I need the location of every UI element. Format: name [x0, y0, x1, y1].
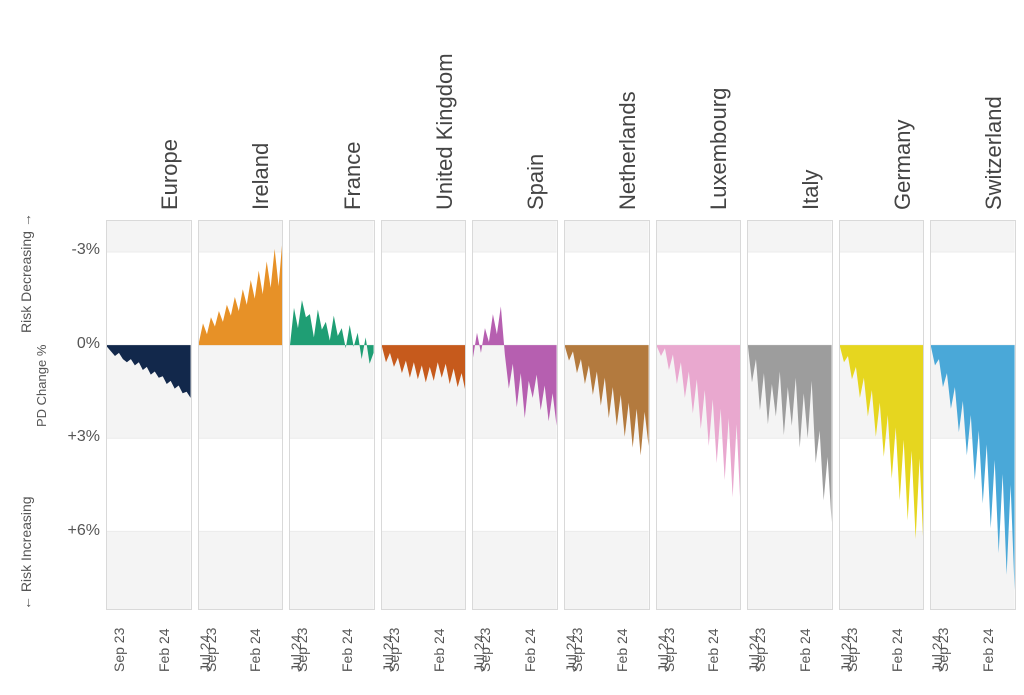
y-axis-annotations: Risk Decreasing → PD Change % ← Risk Inc… — [8, 0, 48, 695]
x-tick-label: Feb 24 — [156, 628, 172, 672]
panel-italy: ItalySep 23Feb 24Jul 24 — [747, 0, 833, 695]
y-tick-label: 0% — [50, 335, 100, 353]
panel-spain: SpainSep 23Feb 24Jul 24 — [472, 0, 558, 695]
panel-netherlands: NetherlandsSep 23Feb 24Jul 24 — [564, 0, 650, 695]
panel-title: Europe — [157, 139, 183, 210]
area-series — [840, 345, 924, 550]
panel-title: Italy — [798, 170, 824, 210]
plot-area — [747, 220, 833, 610]
x-tick-label: Sep 23 — [569, 628, 585, 672]
panel-title: Luxembourg — [706, 88, 732, 210]
x-tick-labels: Sep 23Feb 24Jul 24 — [289, 614, 375, 684]
x-tick-label: Feb 24 — [522, 628, 538, 672]
x-tick-label: Feb 24 — [705, 628, 721, 672]
x-tick-label: Feb 24 — [614, 628, 630, 672]
panel-germany: GermanySep 23Feb 24Jul 24 — [839, 0, 925, 695]
panel-europe: EuropeSep 23Feb 24Jul 24 — [106, 0, 192, 695]
x-tick-label: Feb 24 — [889, 628, 905, 672]
plot-area — [930, 220, 1016, 610]
panels-row: EuropeSep 23Feb 24Jul 24IrelandSep 23Feb… — [106, 0, 1016, 695]
plot-area — [289, 220, 375, 610]
panel-switzerland: SwitzerlandSep 23Feb 24Jul 24 — [930, 0, 1016, 695]
panel-united-kingdom: United KingdomSep 23Feb 24Jul 24 — [381, 0, 467, 695]
x-tick-labels: Sep 23Feb 24Jul 24 — [472, 614, 558, 684]
x-tick-labels: Sep 23Feb 24Jul 24 — [198, 614, 284, 684]
x-tick-labels: Sep 23Feb 24Jul 24 — [930, 614, 1016, 684]
x-tick-labels: Sep 23Feb 24Jul 24 — [106, 614, 192, 684]
y-label-pd-change: PD Change % — [34, 344, 49, 426]
panel-title: Spain — [523, 154, 549, 210]
plot-area — [839, 220, 925, 610]
x-tick-label: Feb 24 — [247, 628, 263, 672]
x-tick-label: Sep 23 — [935, 628, 951, 672]
x-tick-label: Sep 23 — [386, 628, 402, 672]
plot-area — [656, 220, 742, 610]
x-tick-label: Sep 23 — [661, 628, 677, 672]
pd-change-small-multiples: Risk Decreasing → PD Change % ← Risk Inc… — [0, 0, 1024, 695]
x-tick-labels: Sep 23Feb 24Jul 24 — [381, 614, 467, 684]
panel-title: Switzerland — [981, 96, 1007, 210]
y-label-risk-increasing: ← Risk Increasing — [18, 496, 34, 610]
y-tick-label: +3% — [50, 428, 100, 446]
x-tick-label: Feb 24 — [980, 628, 996, 672]
panel-france: FranceSep 23Feb 24Jul 24 — [289, 0, 375, 695]
x-tick-label: Sep 23 — [752, 628, 768, 672]
x-tick-label: Feb 24 — [797, 628, 813, 672]
panel-title: France — [340, 142, 366, 210]
y-tick-label: +6% — [50, 522, 100, 540]
x-tick-label: Sep 23 — [294, 628, 310, 672]
x-tick-labels: Sep 23Feb 24Jul 24 — [839, 614, 925, 684]
x-tick-labels: Sep 23Feb 24Jul 24 — [656, 614, 742, 684]
x-tick-label: Feb 24 — [431, 628, 447, 672]
x-tick-label: Sep 23 — [203, 628, 219, 672]
plot-area — [106, 220, 192, 610]
y-label-risk-decreasing: Risk Decreasing → — [18, 213, 34, 333]
plot-area — [472, 220, 558, 610]
x-tick-label: Sep 23 — [844, 628, 860, 672]
x-tick-labels: Sep 23Feb 24Jul 24 — [564, 614, 650, 684]
plot-area — [564, 220, 650, 610]
x-tick-label: Feb 24 — [339, 628, 355, 672]
x-tick-label: Sep 23 — [111, 628, 127, 672]
panel-ireland: IrelandSep 23Feb 24Jul 24 — [198, 0, 284, 695]
y-tick-label: -3% — [50, 241, 100, 259]
panel-title: United Kingdom — [432, 53, 458, 210]
panel-title: Ireland — [248, 143, 274, 210]
x-tick-label: Sep 23 — [477, 628, 493, 672]
plot-area — [198, 220, 284, 610]
area-series — [199, 238, 283, 345]
plot-area — [381, 220, 467, 610]
panel-luxembourg: LuxembourgSep 23Feb 24Jul 24 — [656, 0, 742, 695]
panel-title: Germany — [890, 120, 916, 210]
x-tick-labels: Sep 23Feb 24Jul 24 — [747, 614, 833, 684]
panel-title: Netherlands — [615, 91, 641, 210]
